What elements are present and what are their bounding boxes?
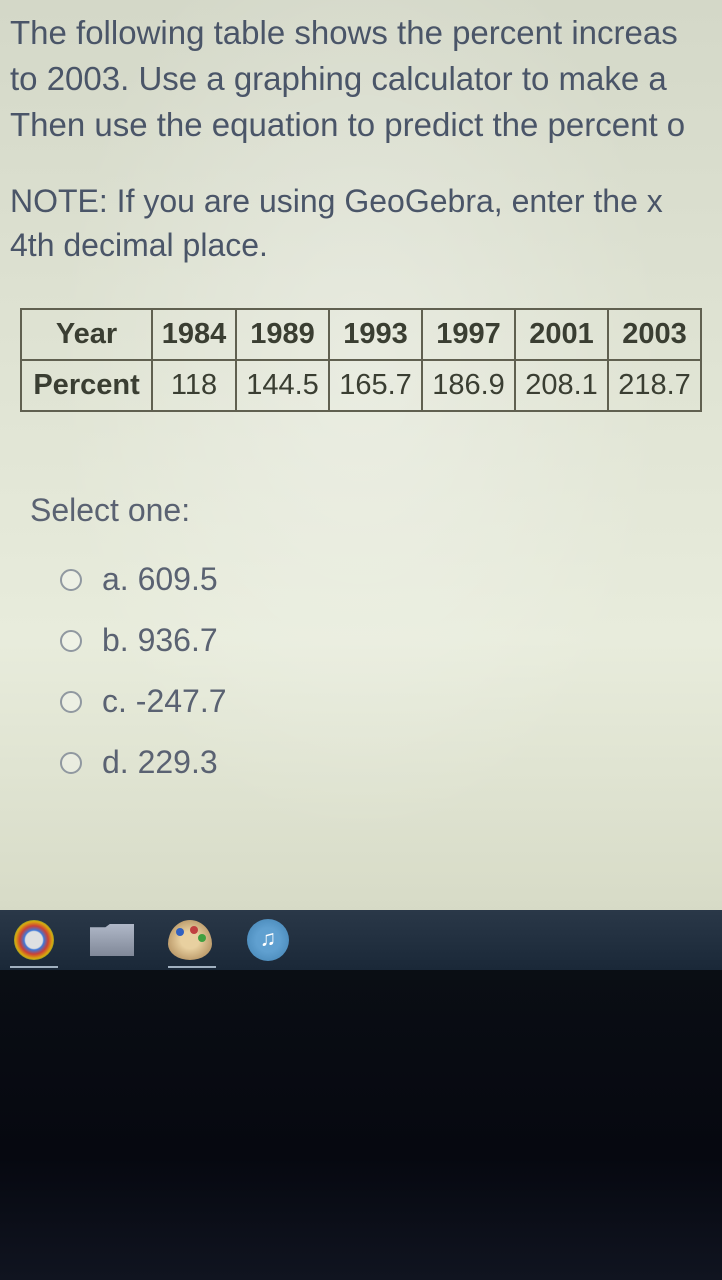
select-prompt: Select one: <box>30 492 722 529</box>
file-explorer-icon[interactable] <box>88 916 136 964</box>
screen-bezel <box>0 970 722 1280</box>
year-cell: 1993 <box>329 309 422 360</box>
answer-options-section: Select one: a. 609.5 b. 936.7 c. -247.7 <box>0 492 722 793</box>
year-cell: 1997 <box>422 309 515 360</box>
radio-icon[interactable] <box>60 752 82 774</box>
question-paragraph: The following table shows the percent in… <box>0 10 722 149</box>
music-app-icon[interactable] <box>244 916 292 964</box>
option-b[interactable]: b. 936.7 <box>30 610 722 671</box>
question-content: The following table shows the percent in… <box>0 0 722 930</box>
option-a[interactable]: a. 609.5 <box>30 549 722 610</box>
question-line-1: The following table shows the percent in… <box>10 14 678 51</box>
year-cell: 1984 <box>152 309 236 360</box>
percent-cell: 218.7 <box>608 360 701 411</box>
question-line-3: Then use the equation to predict the per… <box>10 106 685 143</box>
year-cell: 2001 <box>515 309 608 360</box>
percent-cell: 186.9 <box>422 360 515 411</box>
note-paragraph: NOTE: If you are using GeoGebra, enter t… <box>0 149 722 269</box>
data-table-container: Year 1984 1989 1993 1997 2001 2003 Perce… <box>20 308 702 412</box>
paint-app-icon[interactable] <box>166 916 214 964</box>
option-c[interactable]: c. -247.7 <box>30 671 722 732</box>
percent-cell: 144.5 <box>236 360 329 411</box>
music-icon <box>247 919 289 961</box>
option-label: b. 936.7 <box>102 622 218 659</box>
percent-cell: 208.1 <box>515 360 608 411</box>
question-line-2: to 2003. Use a graphing calculator to ma… <box>10 60 667 97</box>
option-label: a. 609.5 <box>102 561 218 598</box>
year-header: Year <box>21 309 152 360</box>
percent-cell: 165.7 <box>329 360 422 411</box>
radio-icon[interactable] <box>60 630 82 652</box>
radio-icon[interactable] <box>60 569 82 591</box>
percent-header: Percent <box>21 360 152 411</box>
folder-icon <box>90 924 134 956</box>
year-cell: 2003 <box>608 309 701 360</box>
option-label: c. -247.7 <box>102 683 227 720</box>
paint-icon <box>168 920 212 960</box>
radio-icon[interactable] <box>60 691 82 713</box>
note-line-2: 4th decimal place. <box>10 227 268 263</box>
note-line-1: NOTE: If you are using GeoGebra, enter t… <box>10 183 663 219</box>
chrome-icon <box>14 920 54 960</box>
table-row-year: Year 1984 1989 1993 1997 2001 2003 <box>21 309 701 360</box>
table-row-percent: Percent 118 144.5 165.7 186.9 208.1 218.… <box>21 360 701 411</box>
percent-cell: 118 <box>152 360 236 411</box>
taskbar <box>0 910 722 970</box>
data-table: Year 1984 1989 1993 1997 2001 2003 Perce… <box>20 308 702 412</box>
option-label: d. 229.3 <box>102 744 218 781</box>
option-d[interactable]: d. 229.3 <box>30 732 722 793</box>
year-cell: 1989 <box>236 309 329 360</box>
chrome-app-icon[interactable] <box>10 916 58 964</box>
